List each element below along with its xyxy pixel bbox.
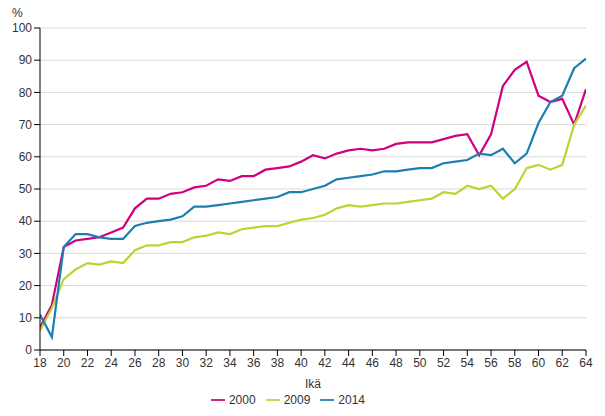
svg-text:40: 40 <box>294 356 308 370</box>
svg-text:58: 58 <box>508 356 522 370</box>
svg-text:30: 30 <box>19 247 33 261</box>
html-text:2009: 2009 <box>283 393 311 407</box>
svg-text:56: 56 <box>484 356 498 370</box>
svg-text:60: 60 <box>532 356 546 370</box>
svg-text:60: 60 <box>19 150 33 164</box>
svg-text:26: 26 <box>128 356 142 370</box>
svg-text:0: 0 <box>25 343 32 357</box>
html-text:2014: 2014 <box>338 393 365 407</box>
svg-text:50: 50 <box>19 182 33 196</box>
svg-text:10: 10 <box>19 311 33 325</box>
svg-text:44: 44 <box>342 356 356 370</box>
svg-text:24: 24 <box>105 356 119 370</box>
svg-text:48: 48 <box>389 356 403 370</box>
svg-text:50: 50 <box>413 356 427 370</box>
svg-text:62: 62 <box>556 356 570 370</box>
svg-text:90: 90 <box>19 53 33 67</box>
svg-text:54: 54 <box>461 356 475 370</box>
svg-text:70: 70 <box>19 118 33 132</box>
svg-text:28: 28 <box>152 356 166 370</box>
svg-text:42: 42 <box>318 356 332 370</box>
svg-text:40: 40 <box>19 214 33 228</box>
svg-text:46: 46 <box>366 356 380 370</box>
svg-text:Ikä: Ikä <box>305 377 321 391</box>
svg-text:22: 22 <box>81 356 95 370</box>
svg-text:52: 52 <box>437 356 451 370</box>
svg-text:80: 80 <box>19 86 33 100</box>
svg-text:64: 64 <box>579 356 593 370</box>
svg-text:38: 38 <box>271 356 285 370</box>
svg-text:20: 20 <box>19 279 33 293</box>
svg-text:20: 20 <box>57 356 71 370</box>
svg-text:36: 36 <box>247 356 261 370</box>
svg-text:32: 32 <box>199 356 213 370</box>
svg-text:34: 34 <box>223 356 237 370</box>
svg-text:30: 30 <box>176 356 190 370</box>
svg-text:18: 18 <box>33 356 47 370</box>
svg-text:100: 100 <box>12 21 32 35</box>
html-text:2000: 2000 <box>228 393 256 407</box>
